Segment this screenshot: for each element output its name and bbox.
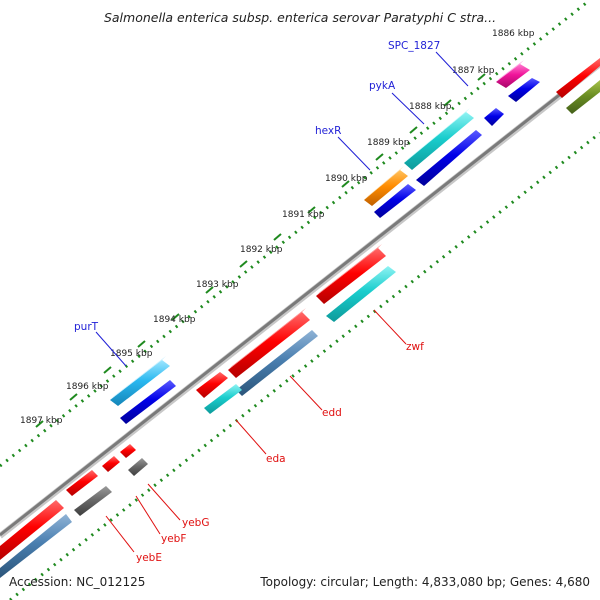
reverse-features <box>0 58 600 578</box>
gene-olive-right[interactable] <box>566 80 600 114</box>
tick-label: 1894 kbp <box>153 315 196 325</box>
gene-yebF[interactable] <box>102 456 120 472</box>
gene-blue-2[interactable] <box>484 108 504 126</box>
gene-hexR-2[interactable] <box>374 184 416 218</box>
tick-label: 1889 kbp <box>367 138 410 148</box>
tick-label: 1895 kbp <box>110 349 153 359</box>
gene-label-zwf: zwf <box>406 341 424 353</box>
gene-hexR[interactable] <box>364 170 408 206</box>
gene-red-right[interactable] <box>556 58 600 98</box>
gene-label-yebE: yebE <box>136 552 162 564</box>
tick-label: 1886 kbp <box>492 29 535 39</box>
tick-label: 1890 kbp <box>325 174 368 184</box>
gene-label-yebG: yebG <box>182 517 209 529</box>
tick-label: 1892 kbp <box>240 245 283 255</box>
gene-SPC_1827[interactable] <box>496 64 530 88</box>
tick-label: 1893 kbp <box>196 280 239 290</box>
inner-scale-dots <box>9 131 600 600</box>
tick-label: 1888 kbp <box>409 102 452 112</box>
gene-red-left[interactable] <box>0 500 64 560</box>
gene-label-eda: eda <box>266 453 286 465</box>
gene-steel-left[interactable] <box>0 514 72 578</box>
gene-edd-2[interactable] <box>236 330 318 396</box>
gene-pykA-2[interactable] <box>416 130 482 186</box>
outer-scale-dots <box>0 0 591 468</box>
topology-label: Topology: circular; Length: 4,833,080 bp… <box>260 575 590 589</box>
gene-yebE-2[interactable] <box>74 486 112 516</box>
gene-label-yebF: yebF <box>161 533 186 545</box>
gene-yebG-2[interactable] <box>128 458 148 476</box>
gene-label-hexR: hexR <box>315 125 341 137</box>
gene-label-edd: edd <box>322 407 342 419</box>
gene-label-SPC_1827: SPC_1827 <box>388 40 440 52</box>
major-ticks <box>35 73 486 428</box>
gene-label-purT: purT <box>74 321 99 333</box>
gene-zwf-2[interactable] <box>326 266 396 322</box>
tick-label: 1891 kbp <box>282 210 325 220</box>
gene-zwf[interactable] <box>316 248 386 304</box>
gene-label-pykA: pykA <box>369 80 396 92</box>
gene-eda[interactable] <box>196 372 228 398</box>
accession-label: Accession: NC_012125 <box>9 575 146 589</box>
outer-label-leaders <box>95 51 469 367</box>
genome-backbone <box>0 61 600 539</box>
tick-label: 1887 kbp <box>452 66 495 76</box>
gene-yebE[interactable] <box>66 470 98 496</box>
gene-blue-1[interactable] <box>508 78 540 102</box>
gene-purT[interactable] <box>110 360 170 406</box>
tick-label: 1897 kbp <box>20 416 63 426</box>
tick-label: 1896 kbp <box>66 382 109 392</box>
gene-pykA[interactable] <box>404 112 474 170</box>
gene-yebG[interactable] <box>120 444 136 458</box>
gene-eda-2[interactable] <box>204 384 242 414</box>
forward-features <box>110 60 540 424</box>
inner-label-leaders <box>105 309 407 553</box>
gene-purT-2[interactable] <box>120 380 176 424</box>
map-title: Salmonella enterica subsp. enterica sero… <box>103 10 497 25</box>
gene-edd[interactable] <box>228 312 310 378</box>
